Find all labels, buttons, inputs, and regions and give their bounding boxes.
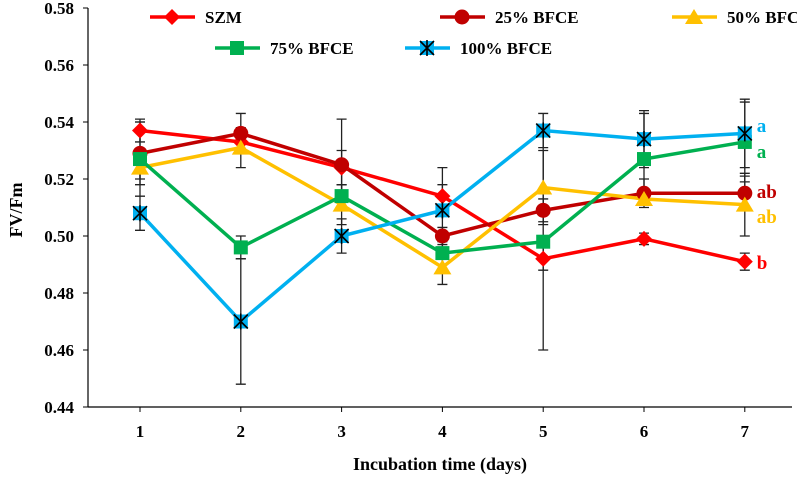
- data-point: [435, 246, 450, 261]
- data-point: [132, 205, 148, 222]
- significance-letter: ab: [757, 207, 777, 228]
- data-point: [133, 152, 147, 167]
- y-tick-label: 0.48: [44, 284, 74, 303]
- legend-label: 50% BFCE: [727, 8, 797, 27]
- data-point: [434, 228, 450, 244]
- data-point: [535, 250, 552, 267]
- data-point: [132, 122, 148, 139]
- data-point: [737, 185, 753, 201]
- data-point: [233, 240, 248, 255]
- marker-cross: [434, 202, 450, 219]
- significance-letter: a: [757, 142, 767, 163]
- data-point: [334, 189, 349, 204]
- x-tick-label: 5: [539, 422, 548, 441]
- y-tick-label: 0.52: [44, 170, 74, 189]
- x-tick-label: 6: [640, 422, 649, 441]
- legend-item: 75% BFCE: [215, 39, 354, 58]
- data-point: [233, 313, 249, 330]
- significance-letters: b ab ab aa: [757, 116, 777, 274]
- data-point: [637, 152, 651, 167]
- data-point: [736, 253, 753, 270]
- y-axis-label: FV/Fm: [6, 183, 26, 238]
- legend-item: SZM: [150, 8, 242, 27]
- marker-cross: [737, 125, 753, 142]
- x-tick-label: 2: [237, 422, 246, 441]
- y-tick-label: 0.58: [44, 0, 74, 18]
- legend-marker: [685, 9, 703, 24]
- legend-marker: [419, 40, 435, 56]
- data-point: [332, 196, 351, 212]
- marker-cross: [419, 40, 435, 56]
- data-point: [434, 188, 451, 205]
- y-tick-label: 0.56: [44, 56, 74, 75]
- data-point: [231, 139, 250, 155]
- significance-letter: a: [757, 116, 767, 137]
- data-point: [535, 122, 551, 139]
- data-point: [636, 230, 652, 247]
- legend-item: 100% BFCE: [405, 39, 552, 58]
- marker-cross: [636, 131, 652, 148]
- y-tick-label: 0.46: [44, 341, 74, 360]
- data-point: [535, 202, 551, 218]
- x-tick-label: 4: [438, 422, 447, 441]
- data-point: [131, 159, 149, 175]
- legend-label: 100% BFCE: [460, 39, 552, 58]
- data-point: [433, 259, 452, 275]
- legend-label: 25% BFCE: [495, 8, 579, 27]
- legend: SZM 25% BFCE 50% BFCE 75% BFCE 100% BFCE: [150, 8, 797, 58]
- marker-cross: [233, 313, 249, 330]
- data-point: [334, 157, 350, 173]
- y-tick-label: 0.50: [44, 227, 74, 246]
- y-tick-label: 0.44: [44, 398, 74, 417]
- legend-item: 50% BFCE: [672, 8, 797, 27]
- legend-item: 25% BFCE: [440, 8, 579, 27]
- axes: 0.44 0.46 0.48 0.50 0.52 0.54 0.56 0.58 1 2 3 4 5 6 7: [44, 0, 792, 441]
- data-point: [534, 179, 553, 195]
- data-point: [636, 131, 652, 148]
- series-markers: [131, 122, 754, 330]
- marker-cross: [535, 122, 551, 139]
- data-point: [737, 125, 753, 142]
- data-point: [635, 190, 653, 206]
- data-point: [536, 234, 551, 249]
- data-point: [233, 125, 249, 141]
- marker-cross: [334, 228, 350, 244]
- legend-label: 75% BFCE: [270, 39, 354, 58]
- legend-marker: [164, 9, 180, 25]
- data-point: [434, 202, 450, 219]
- significance-letter: ab: [757, 182, 777, 203]
- legend-marker: [230, 41, 244, 55]
- marker-cross: [132, 205, 148, 222]
- legend-label: SZM: [205, 8, 242, 27]
- x-tick-label: 1: [136, 422, 145, 441]
- data-point: [334, 228, 350, 244]
- data-point: [735, 196, 754, 212]
- significance-letter: b: [757, 253, 768, 274]
- x-tick-label: 7: [741, 422, 750, 441]
- legend-marker: [454, 9, 470, 25]
- x-axis-label: Incubation time (days): [353, 454, 527, 475]
- y-tick-label: 0.54: [44, 113, 74, 132]
- x-tick-label: 3: [337, 422, 346, 441]
